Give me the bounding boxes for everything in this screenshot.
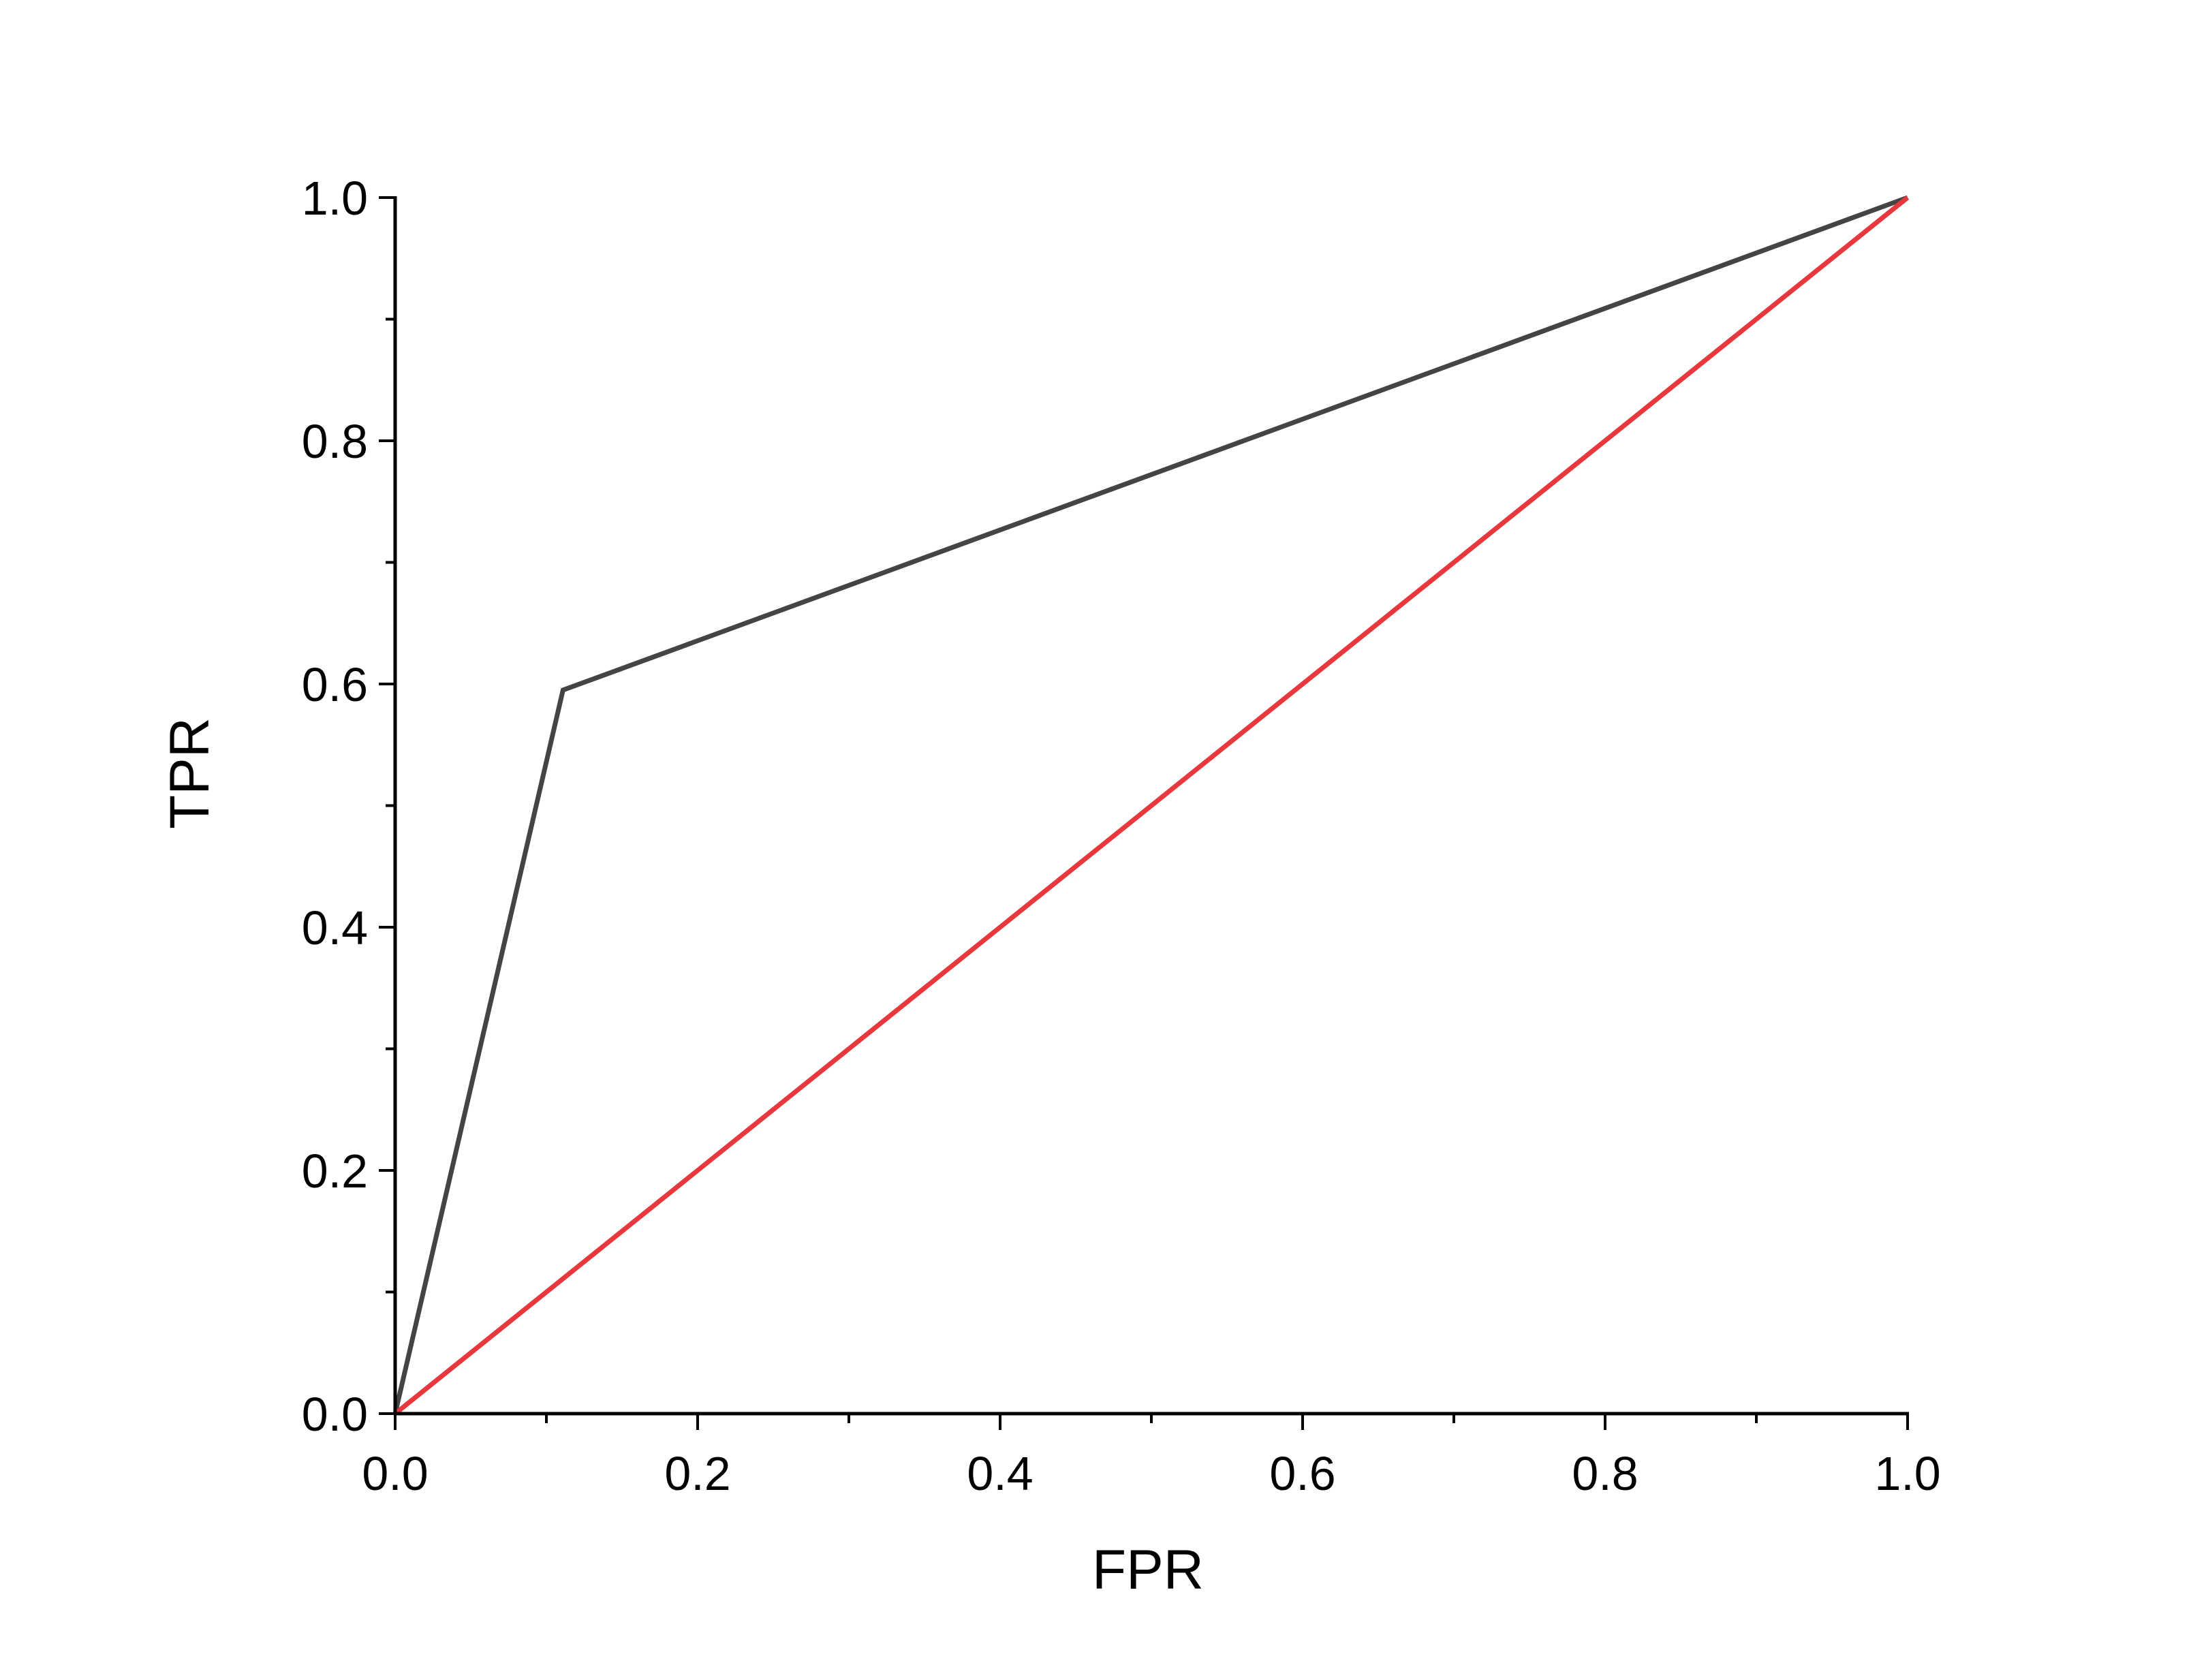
x-tick-label: 0.6 — [1269, 1447, 1335, 1500]
x-tick-label: 0.2 — [664, 1447, 730, 1500]
series-line-2 — [393, 196, 1910, 1416]
x-tick-label: 0.0 — [362, 1447, 428, 1500]
y-tick-label: 0.0 — [302, 1388, 368, 1441]
y-tick-label: 0.8 — [302, 415, 368, 468]
y-tick-label: 0.6 — [302, 658, 368, 711]
x-tick-label: 0.8 — [1572, 1447, 1638, 1500]
x-tick-label: 0.4 — [967, 1447, 1033, 1500]
y-tick-label: 0.4 — [302, 901, 368, 954]
series-line-1 — [392, 195, 1909, 1414]
x-axis-title: FPR — [1092, 1539, 1204, 1601]
y-tick-label: 1.0 — [302, 172, 368, 225]
y-axis-title: TPR — [159, 717, 221, 829]
series-layer — [392, 195, 1910, 1416]
x-tick-label: 1.0 — [1874, 1447, 1940, 1500]
y-tick-label: 0.2 — [302, 1145, 368, 1198]
ticks-layer: 0.0 0.2 0.4 0.6 0.8 1.0 0.0 0.2 0.4 0.6 0.8 1.0 — [302, 172, 1941, 1500]
